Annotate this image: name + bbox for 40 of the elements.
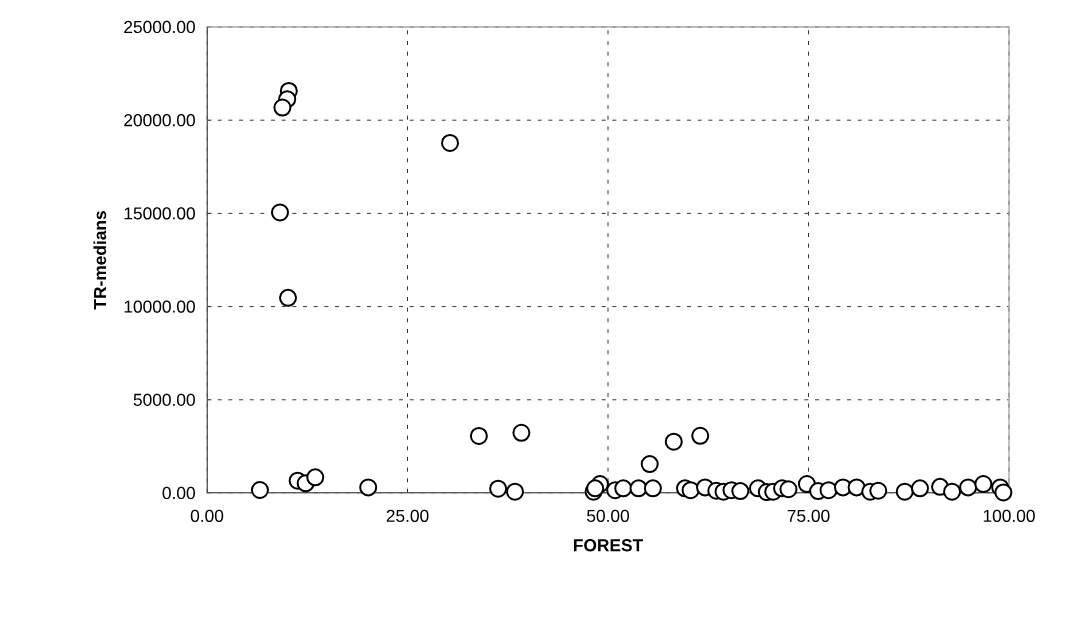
point <box>819 481 838 500</box>
point <box>643 479 662 498</box>
x-tick-label: 50.00 <box>587 509 630 522</box>
point <box>270 203 289 222</box>
point <box>469 426 488 445</box>
point <box>489 479 508 498</box>
point <box>505 482 524 501</box>
y-axis-title: TR-medians <box>93 211 107 310</box>
point <box>959 478 978 497</box>
point <box>681 481 700 500</box>
point <box>250 481 269 499</box>
x-tick-label: 25.00 <box>386 509 429 522</box>
point <box>614 479 633 498</box>
point <box>943 482 962 501</box>
point <box>512 423 531 442</box>
point <box>664 432 683 451</box>
point <box>441 133 460 152</box>
point <box>731 482 750 501</box>
point <box>640 455 659 474</box>
point <box>869 481 888 500</box>
y-tick-label: 5000.00 <box>133 393 195 406</box>
point <box>691 426 710 445</box>
point <box>279 288 298 307</box>
x-axis-title: FOREST <box>574 539 643 552</box>
x-tick-label: 100.00 <box>983 509 1035 522</box>
point <box>895 482 914 501</box>
y-tick-label: 25000.00 <box>124 20 195 34</box>
y-tick-label: 15000.00 <box>124 207 195 220</box>
point <box>359 478 378 497</box>
y-tick-label: 10000.00 <box>124 300 195 313</box>
point <box>974 475 993 494</box>
x-tick-label: 0.00 <box>190 509 224 522</box>
y-tick-label: 20000.00 <box>124 114 195 127</box>
y-tick-label: 0.00 <box>162 486 195 500</box>
point <box>273 98 292 117</box>
x-tick-label: 75.00 <box>787 509 830 522</box>
point <box>994 483 1013 502</box>
point <box>306 468 325 487</box>
point <box>910 479 929 498</box>
point <box>779 480 798 499</box>
